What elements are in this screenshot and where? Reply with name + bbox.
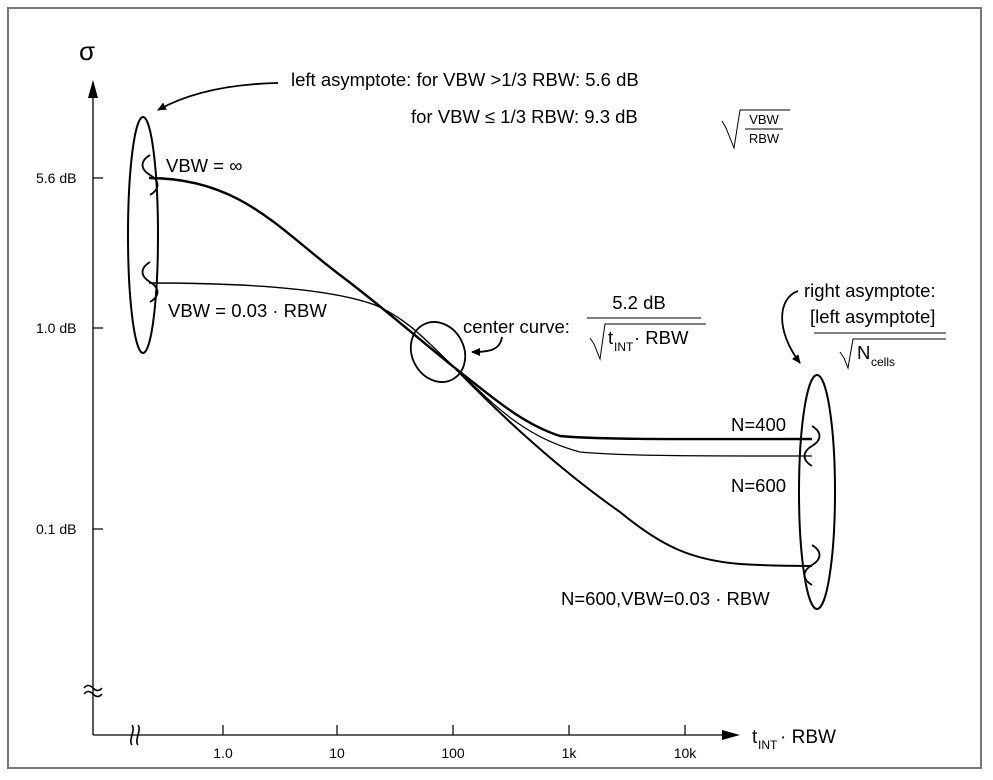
right-asymptote-ellipse — [798, 374, 836, 610]
right-formula-n: N — [857, 342, 870, 363]
center-curve-arrow — [471, 336, 503, 356]
y-tick-label-0.1: 0.1 dB — [36, 521, 76, 537]
right-squiggle-top — [803, 425, 821, 467]
n600-vbw-label: N=600,VBW=0.03 · RBW — [561, 588, 770, 609]
left-sqrt-denominator: RBW — [749, 131, 780, 146]
x-axis-title-sub: INT — [758, 738, 778, 752]
left-squiggle-top — [141, 154, 159, 196]
x-tick-label-10k: 10k — [674, 745, 698, 761]
figure-frame — [7, 7, 982, 769]
right-formula-radical — [839, 338, 946, 370]
left-squiggle-bottom — [141, 261, 159, 303]
left-asymptote-text-line2: for VBW ≤ 1/3 RBW: 9.3 dB — [411, 106, 638, 127]
n600-label: N=600 — [731, 475, 786, 496]
y-axis-break — [83, 684, 103, 698]
x-axis-break — [130, 724, 140, 746]
center-curve-ellipse — [409, 321, 467, 383]
y-axis-arrow — [88, 80, 98, 98]
right-squiggle-bottom — [803, 544, 821, 586]
curve-n600-vbw003 — [454, 367, 813, 567]
y-tick-label-5.6: 5.6 dB — [36, 170, 76, 186]
center-formula-radical — [589, 323, 706, 361]
right-asymptote-formula: N cells — [814, 332, 946, 370]
left-sqrt-numerator: VBW — [749, 112, 779, 127]
x-axis-arrow — [722, 730, 740, 740]
right-asymptote-label-line2: [left asymptote] — [810, 306, 935, 327]
left-asymptote-ellipse — [127, 116, 159, 354]
center-formula-sub: INT — [614, 340, 634, 354]
x-axis-title: t INT · RBW — [752, 727, 836, 752]
center-curve-formula: 5.2 dB t INT · RBW — [587, 292, 706, 361]
x-axis-title-rest: · RBW — [780, 727, 836, 748]
n400-label: N=400 — [731, 414, 786, 435]
curve-n600 — [454, 367, 813, 457]
center-formula-rest: · RBW — [634, 327, 689, 348]
right-asymptote-arrow — [781, 290, 801, 364]
left-asymptote-sqrt: VBW RBW — [721, 109, 790, 150]
left-asymptote-text-line1: left asymptote: for VBW >1/3 RBW: 5.6 dB — [291, 69, 639, 90]
y-tick-label-1.0: 1.0 dB — [36, 320, 76, 336]
vbw-003-label: VBW = 0.03 · RBW — [168, 300, 327, 321]
left-sqrt-radical — [721, 109, 790, 150]
right-formula-sub: cells — [871, 355, 895, 369]
right-asymptote-label-line1: right asymptote: — [804, 280, 936, 301]
x-tick-label-10: 10 — [329, 745, 345, 761]
center-formula-numerator: 5.2 dB — [612, 292, 666, 313]
x-axis-title-t: t — [752, 727, 758, 748]
curve-vbw-003 — [148, 282, 456, 369]
vbw-infinity-label: VBW = ∞ — [166, 155, 242, 176]
center-curve-label: center curve: — [463, 316, 570, 337]
left-asymptote-arrow — [157, 82, 279, 111]
x-tick-label-100: 100 — [441, 745, 465, 761]
x-tick-label-1: 1.0 — [213, 745, 233, 761]
y-axis-title: σ — [79, 36, 95, 66]
center-formula-t: t — [608, 327, 613, 348]
x-tick-label-1k: 1k — [562, 745, 578, 761]
